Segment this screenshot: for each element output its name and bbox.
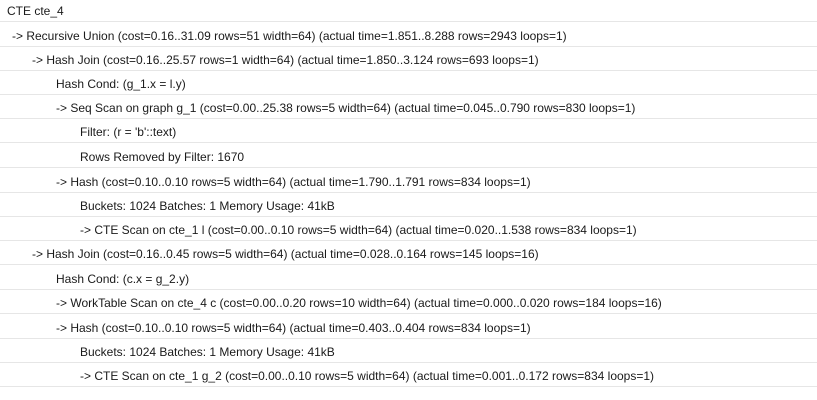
plan-line-hash-cond[interactable]: Hash Cond: (c.x = g_2.y) <box>0 269 817 290</box>
plan-line-text: Buckets: 1024 Batches: 1 Memory Usage: 4… <box>80 345 335 359</box>
plan-line-text: -> Hash Join (cost=0.16..25.57 rows=1 wi… <box>32 53 539 67</box>
plan-line-hash-join[interactable]: -> Hash Join (cost=0.16..25.57 rows=1 wi… <box>0 50 817 71</box>
plan-line-recursive-union[interactable]: -> Recursive Union (cost=0.16..31.09 row… <box>0 26 817 47</box>
plan-line-text: -> Seq Scan on graph g_1 (cost=0.00..25.… <box>56 101 636 115</box>
plan-line-buckets[interactable]: Buckets: 1024 Batches: 1 Memory Usage: 4… <box>0 342 817 363</box>
plan-line-hash-join[interactable]: -> Hash Join (cost=0.16..0.45 rows=5 wid… <box>0 244 817 265</box>
plan-line-rows-removed[interactable]: Rows Removed by Filter: 1670 <box>0 147 817 168</box>
plan-line-text: -> Hash (cost=0.10..0.10 rows=5 width=64… <box>56 175 531 189</box>
plan-line-hash[interactable]: -> Hash (cost=0.10..0.10 rows=5 width=64… <box>0 172 817 193</box>
plan-line-text: Buckets: 1024 Batches: 1 Memory Usage: 4… <box>80 199 335 213</box>
plan-line-text: -> Recursive Union (cost=0.16..31.09 row… <box>12 29 567 43</box>
plan-line-text: Rows Removed by Filter: 1670 <box>80 150 245 164</box>
plan-line-text: -> WorkTable Scan on cte_4 c (cost=0.00.… <box>56 296 662 310</box>
plan-line-filter[interactable]: Filter: (r = 'b'::text) <box>0 122 817 143</box>
plan-line-text: -> Hash Join (cost=0.16..0.45 rows=5 wid… <box>32 247 539 261</box>
plan-line-hash-cond[interactable]: Hash Cond: (g_1.x = l.y) <box>0 74 817 95</box>
plan-line-text: -> CTE Scan on cte_1 g_2 (cost=0.00..0.1… <box>80 369 655 383</box>
plan-line-cte-scan[interactable]: -> CTE Scan on cte_1 g_2 (cost=0.00..0.1… <box>0 366 817 387</box>
plan-line-text: -> Hash (cost=0.10..0.10 rows=5 width=64… <box>56 321 531 335</box>
plan-line-text: -> CTE Scan on cte_1 l (cost=0.00..0.10 … <box>80 223 637 237</box>
plan-line-cte-header[interactable]: CTE cte_4 <box>0 1 817 22</box>
plan-line-text: Filter: (r = 'b'::text) <box>80 125 177 139</box>
plan-line-worktable-scan[interactable]: -> WorkTable Scan on cte_4 c (cost=0.00.… <box>0 293 817 314</box>
plan-line-seq-scan[interactable]: -> Seq Scan on graph g_1 (cost=0.00..25.… <box>0 98 817 119</box>
plan-line-text: Hash Cond: (g_1.x = l.y) <box>56 77 186 91</box>
plan-line-text: Hash Cond: (c.x = g_2.y) <box>56 272 190 286</box>
plan-line-buckets[interactable]: Buckets: 1024 Batches: 1 Memory Usage: 4… <box>0 196 817 217</box>
plan-line-hash[interactable]: -> Hash (cost=0.10..0.10 rows=5 width=64… <box>0 318 817 339</box>
plan-line-cte-scan[interactable]: -> CTE Scan on cte_1 l (cost=0.00..0.10 … <box>0 220 817 241</box>
plan-line-text: CTE cte_4 <box>7 4 64 18</box>
